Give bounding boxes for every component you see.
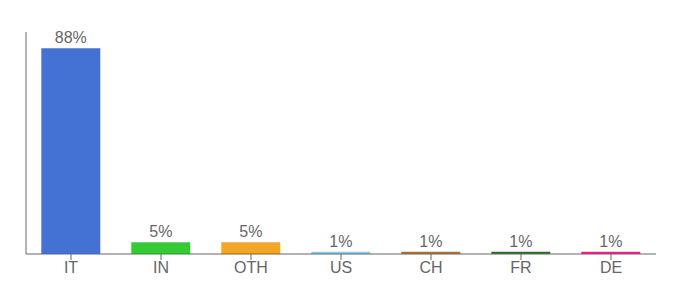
svg-text:FR: FR bbox=[510, 259, 531, 276]
svg-text:US: US bbox=[330, 259, 352, 276]
svg-text:5%: 5% bbox=[149, 223, 172, 240]
svg-text:OTH: OTH bbox=[234, 259, 268, 276]
svg-text:CH: CH bbox=[419, 259, 442, 276]
svg-text:1%: 1% bbox=[419, 233, 442, 250]
svg-text:DE: DE bbox=[600, 259, 622, 276]
svg-text:5%: 5% bbox=[239, 223, 262, 240]
svg-text:88%: 88% bbox=[55, 29, 87, 46]
svg-text:1%: 1% bbox=[509, 233, 532, 250]
svg-text:1%: 1% bbox=[329, 233, 352, 250]
svg-text:IN: IN bbox=[153, 259, 169, 276]
svg-text:1%: 1% bbox=[599, 233, 622, 250]
svg-text:IT: IT bbox=[64, 259, 78, 276]
